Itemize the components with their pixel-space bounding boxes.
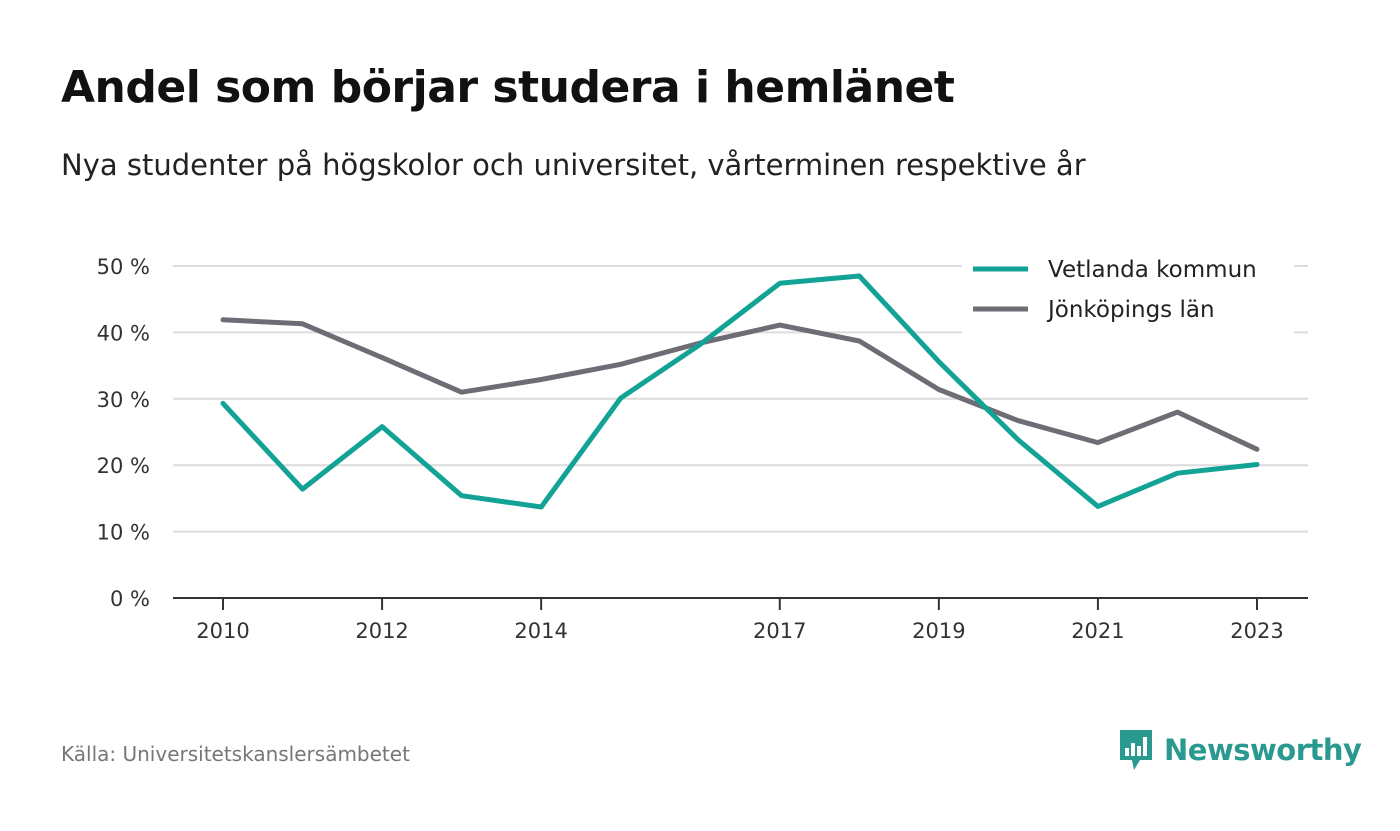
brand-name: Newsworthy xyxy=(1164,733,1362,767)
x-tick-label: 2023 xyxy=(1230,619,1283,643)
series-line xyxy=(220,317,1260,452)
x-tick-label: 2012 xyxy=(355,619,408,643)
brand-logo: Newsworthy xyxy=(1118,728,1362,772)
y-tick-label: 50 % xyxy=(97,255,150,279)
y-tick-label: 10 % xyxy=(97,521,150,545)
y-tick-label: 30 % xyxy=(97,388,150,412)
series-lines xyxy=(220,273,1260,510)
x-tick-label: 2014 xyxy=(514,619,567,643)
y-tick-label: 40 % xyxy=(97,321,150,345)
y-tick-label: 0 % xyxy=(110,587,150,611)
x-tick-label: 2019 xyxy=(912,619,965,643)
chart-subtitle: Nya studenter på högskolor och universit… xyxy=(61,148,1086,182)
legend-label: Vetlanda kommun xyxy=(1048,257,1257,283)
x-axis: 2010 2012 2014 2017 2019 2021 2023 xyxy=(173,597,1308,643)
x-tick-label: 2021 xyxy=(1071,619,1124,643)
y-tick-label: 20 % xyxy=(97,454,150,478)
legend-label: Jönköpings län xyxy=(1046,297,1215,323)
x-tick-label: 2010 xyxy=(196,619,249,643)
chart-title: Andel som börjar studera i hemlänet xyxy=(61,62,955,113)
series-line xyxy=(220,273,1260,510)
line-chart: 0 % 10 % 20 % 30 % 40 % 50 % 2010 2012 2014 2017… xyxy=(96,252,1308,643)
y-axis: 0 % 10 % 20 % 30 % 40 % 50 % xyxy=(97,255,150,611)
legend-background xyxy=(962,252,1294,334)
legend: Vetlanda kommun Jönköpings län xyxy=(962,252,1294,334)
source-note: Källa: Universitetskanslersämbetet xyxy=(61,742,410,766)
newsworthy-logo-icon xyxy=(1120,730,1152,770)
x-tick-label: 2017 xyxy=(753,619,806,643)
